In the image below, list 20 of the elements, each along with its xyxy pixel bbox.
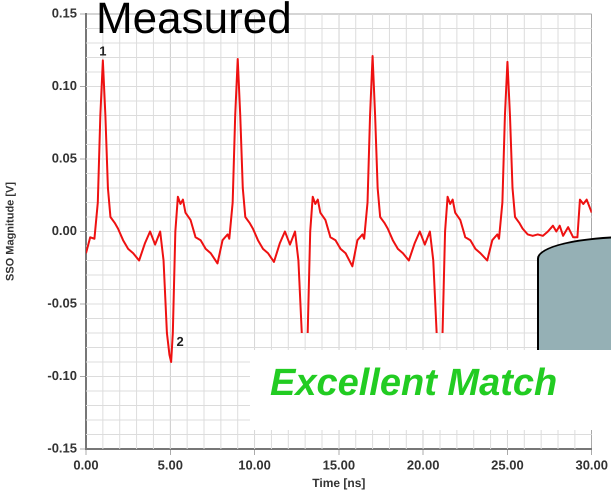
x-tick-label: 20.00: [406, 457, 440, 472]
x-tick-label: 0.00: [73, 457, 99, 472]
y-tick-label: 0.15: [52, 6, 77, 21]
annotation: 2: [176, 334, 184, 350]
x-axis-title: Time [ns]: [312, 476, 366, 490]
y-axis-title: SSO Magnitude [V]: [4, 182, 17, 281]
y-tick-label: -0.10: [47, 368, 77, 384]
x-tick-label: 30.00: [575, 457, 608, 472]
annotation: Excellent Match: [270, 362, 558, 405]
y-tick-label: 0.00: [52, 223, 77, 238]
y-tick-label: -0.15: [47, 440, 77, 456]
x-tick-label: 25.00: [491, 457, 524, 472]
y-tick-label: 0.10: [52, 78, 77, 94]
chart-title: Measured: [96, 0, 292, 44]
x-tick-label: 10.00: [238, 457, 271, 472]
x-tick-label: 5.00: [158, 457, 183, 472]
annotation: 1: [99, 43, 106, 58]
x-tick-label: 15.00: [322, 457, 356, 472]
y-tick-label: 0.05: [52, 150, 77, 166]
y-tick-label: -0.05: [47, 296, 77, 311]
